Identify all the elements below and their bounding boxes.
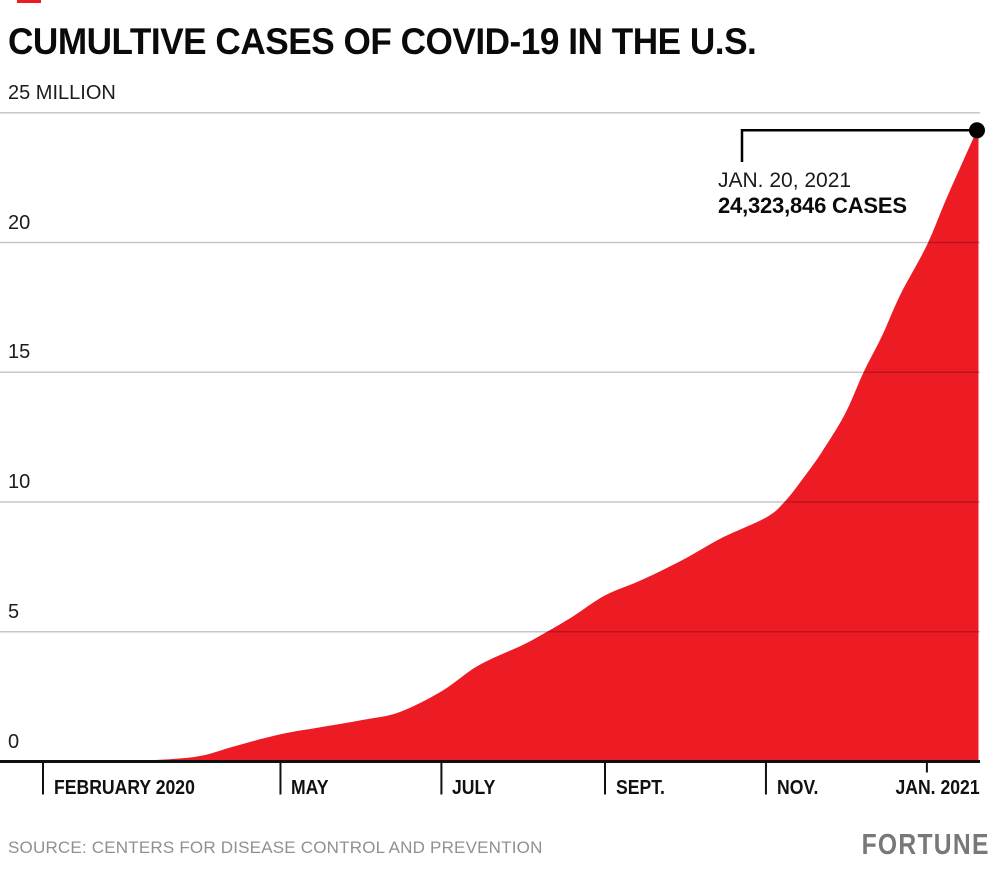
- annotation-callout: JAN. 20, 2021 24,323,846 CASES: [718, 168, 907, 218]
- x-axis-label-0: FEBRUARY 2020: [54, 777, 195, 799]
- annotation-date-label: JAN. 20, 2021: [718, 169, 852, 192]
- annotation-value-label: 24,323,846 CASES: [718, 193, 907, 218]
- x-axis-label-1: MAY: [291, 777, 329, 799]
- x-axis-label-2: JULY: [452, 777, 496, 799]
- x-axis-label-4: NOV.: [776, 777, 819, 799]
- y-axis-label-10: 10: [8, 471, 31, 493]
- x-axis-label-3: SEPT.: [616, 777, 665, 799]
- source-credit: SOURCE: CENTERS FOR DISEASE CONTROL AND …: [8, 838, 543, 857]
- chart-title: CUMULTIVE CASES OF COVID-19 IN THE U.S.: [8, 21, 757, 62]
- cropped-red-embed-edge: [17, 0, 41, 3]
- y-axis-label-20: 20: [8, 211, 31, 234]
- x-axis-label-5: JAN. 2021: [895, 777, 980, 799]
- covid-cases-area: [43, 130, 979, 762]
- annotation-connector: [740, 129, 977, 162]
- y-axis-label-5: 5: [8, 600, 20, 623]
- y-axis-label-15: 15: [8, 341, 31, 364]
- endpoint-marker: [969, 122, 985, 139]
- y-axis-label-25: 25 MILLION: [8, 81, 116, 104]
- y-axis-label-0: 0: [8, 730, 20, 753]
- fortune-logo: FORTUNE: [861, 829, 990, 861]
